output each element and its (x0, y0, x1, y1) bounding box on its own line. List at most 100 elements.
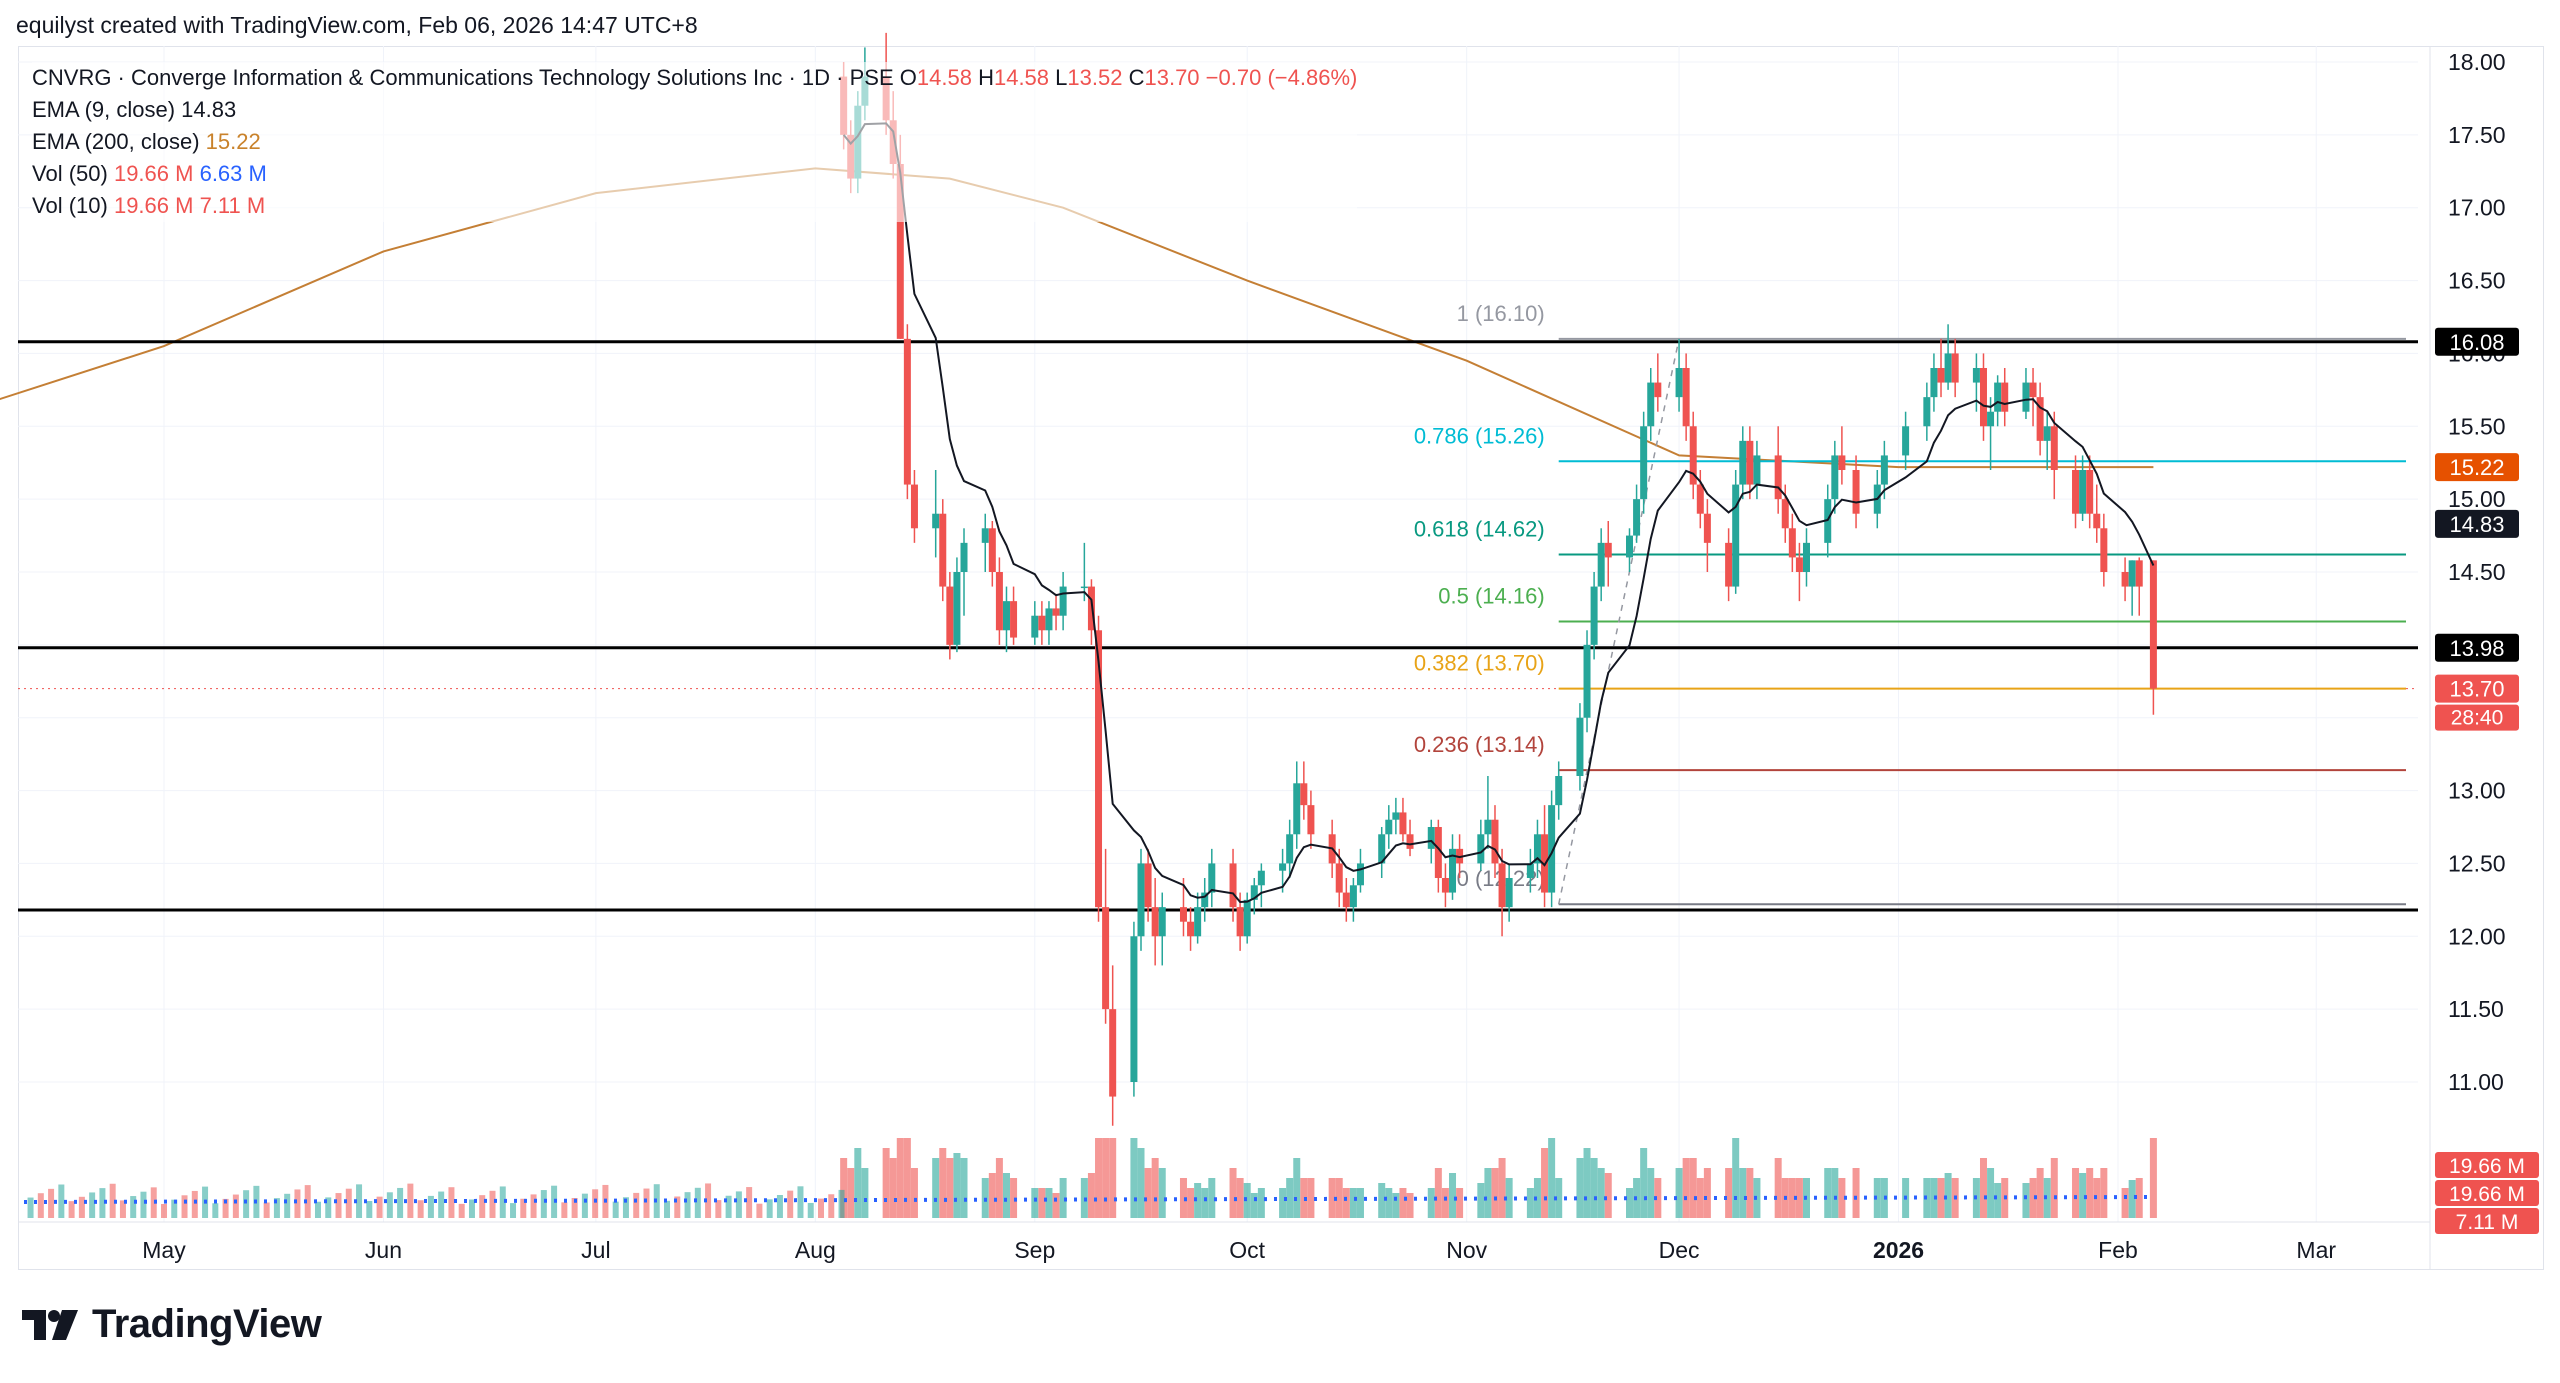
volume-bar (427, 1195, 434, 1218)
candle-body (1555, 776, 1563, 806)
candle-body (1109, 1009, 1117, 1097)
candle-body (1491, 819, 1499, 864)
volume-bar (99, 1188, 106, 1218)
candle-body (1923, 397, 1931, 427)
vol10-row[interactable]: Vol (10) 19.66 M 7.11 M (32, 190, 1357, 222)
candle-body (1477, 834, 1485, 864)
volume-bar (1328, 1178, 1336, 1218)
candle-body (2093, 513, 2101, 529)
volume-bar (130, 1196, 137, 1218)
candle-body (1229, 863, 1237, 908)
volume-bar (1477, 1183, 1485, 1218)
fib-level-label: 0.236 (13.14) (1414, 732, 1545, 757)
candle-body (1725, 542, 1733, 587)
candle-body (1526, 863, 1534, 878)
volume-bar (304, 1185, 311, 1218)
x-tick-label: May (142, 1237, 186, 1263)
volume-bar (1335, 1178, 1343, 1218)
candle-body (1307, 805, 1315, 835)
volume-bar (1349, 1188, 1357, 1218)
vol50-row[interactable]: Vol (50) 19.66 M 6.63 M (32, 158, 1357, 190)
volume-bar (1774, 1158, 1782, 1218)
volume-bar (2121, 1188, 2129, 1218)
volume-bar (1300, 1178, 1308, 1218)
volume-bar (787, 1190, 794, 1218)
volume-bar (995, 1158, 1003, 1218)
volume-bar (960, 1158, 968, 1218)
candle-body (2036, 397, 2044, 441)
volume-bar (1746, 1168, 1754, 1218)
volume-bar (1342, 1188, 1350, 1218)
volume-bar (1852, 1168, 1860, 1218)
vol10-value-a: 19.66 M (113, 193, 194, 218)
volume-bar (1583, 1148, 1591, 1218)
volume-bar (314, 1201, 321, 1218)
candle-body (1179, 907, 1187, 922)
candle-body (2135, 560, 2143, 587)
candle-body (1753, 455, 1761, 485)
volume-bar (756, 1203, 763, 1218)
candle-body (1038, 615, 1046, 631)
x-tick-label: Aug (795, 1237, 836, 1263)
volume-bar (294, 1189, 301, 1218)
vol50-value-a: 19.66 M (113, 161, 194, 186)
volume-bar (161, 1204, 167, 1218)
volume-bar (489, 1190, 496, 1218)
candle-body (1654, 382, 1662, 398)
volume-bar (356, 1184, 363, 1218)
volume-bar (366, 1201, 373, 1218)
fib-level-label: 0.382 (13.70) (1414, 651, 1545, 676)
volume-bar (735, 1191, 742, 1218)
candle-body (1349, 885, 1357, 908)
x-tick-label: Oct (1229, 1237, 1265, 1263)
volume-bar (953, 1153, 961, 1218)
volume-bar (1838, 1178, 1846, 1218)
candle-body (910, 484, 918, 529)
volume-bar (89, 1192, 96, 1218)
candle-body (1979, 368, 1987, 427)
ema9-value: 14.83 (181, 97, 237, 122)
y-tick-label: 14.50 (2448, 559, 2506, 585)
candle-body (1385, 819, 1393, 835)
ema9-row[interactable]: EMA (9, close) 14.83 (32, 94, 1357, 126)
volume-bar (2086, 1168, 2094, 1218)
volume-bar (1739, 1168, 1747, 1218)
volume-bar (817, 1198, 824, 1218)
volume-bar (37, 1193, 44, 1218)
volume-bar (1229, 1168, 1237, 1218)
volume-bar (2135, 1178, 2143, 1218)
volume-bar (581, 1193, 588, 1218)
candle-body (2086, 470, 2094, 514)
volume-bar (1243, 1183, 1251, 1218)
volume-bar (861, 1168, 869, 1218)
vol10-value-b: 7.11 M (199, 193, 266, 218)
volume-bar (2043, 1178, 2051, 1218)
tradingview-logo[interactable]: TradingView (20, 1302, 322, 1347)
volume-bar (1385, 1188, 1393, 1218)
candle-body (946, 586, 954, 645)
candle-body (1144, 863, 1152, 908)
ema200-row[interactable]: EMA (200, close) 15.22 (32, 126, 1357, 158)
candle-body (1781, 499, 1789, 529)
volume-bar (1356, 1188, 1364, 1218)
fib-level-label: 0.5 (14.16) (1438, 584, 1544, 609)
candle-body (2128, 560, 2136, 587)
symbol-title[interactable]: CNVRG · Converge Information & Communica… (32, 65, 894, 90)
candle-body (1972, 368, 1980, 383)
volume-bar (1604, 1173, 1612, 1218)
candle-body (1944, 353, 1952, 383)
volume-bar (222, 1198, 229, 1218)
price-badge-text: 16.08 (2449, 330, 2504, 355)
candle-body (1151, 907, 1159, 937)
volume-bar (140, 1191, 147, 1218)
volume-bar (1087, 1173, 1095, 1218)
volume-bar (633, 1192, 640, 1218)
candle-body (1286, 834, 1294, 864)
volume-bar (232, 1194, 239, 1218)
candle-body (1130, 936, 1138, 1082)
fib-level-label: 0.786 (15.26) (1414, 423, 1545, 448)
candle-body (1597, 542, 1605, 587)
y-tick-label: 15.50 (2448, 413, 2506, 439)
volume-badge-text: 19.66 M (2449, 1155, 2525, 1178)
volume-bar (840, 1158, 848, 1218)
